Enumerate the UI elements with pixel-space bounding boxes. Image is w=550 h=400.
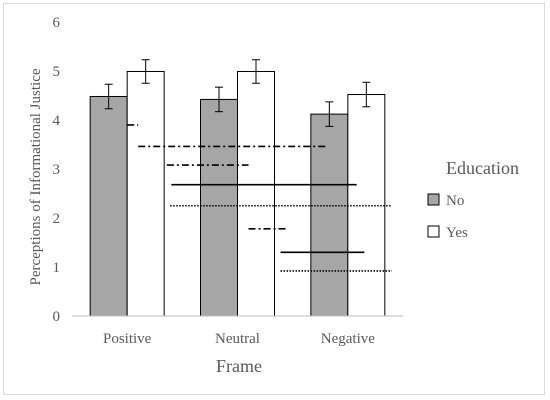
y-tick-label: 1: [53, 260, 61, 276]
x-axis-title: Frame: [216, 356, 262, 376]
y-tick-label: 3: [53, 162, 61, 178]
error-bar: [141, 59, 150, 84]
y-tick-label: 5: [53, 64, 61, 80]
legend-label-no: No: [446, 193, 464, 209]
legend-swatch-no: [427, 193, 440, 206]
bar-no: [89, 95, 128, 317]
bar-yes: [237, 70, 275, 317]
error-bar: [215, 86, 223, 113]
y-tick-label: 2: [53, 211, 61, 227]
y-tick-label: 4: [53, 113, 61, 129]
y-tick-label: 0: [53, 309, 61, 325]
error-bar: [104, 83, 113, 110]
legend-swatch-yes: [427, 225, 440, 238]
y-axis-title: Perceptions of Informational Justice: [28, 68, 44, 285]
x-category-label: Negative: [321, 331, 375, 347]
legend-label-yes: Yes: [446, 225, 468, 241]
error-bar: [362, 81, 371, 108]
bar-no: [310, 113, 349, 317]
y-tick-label: 6: [53, 15, 61, 31]
x-category-label: Neutral: [215, 331, 260, 347]
legend: Education No Yes: [427, 158, 519, 241]
x-category-label: Positive: [103, 331, 152, 347]
bar-no: [200, 98, 238, 317]
error-bar: [252, 59, 260, 84]
error-bar: [325, 101, 334, 127]
bar-yes: [126, 70, 165, 317]
legend-title: Education: [446, 158, 519, 178]
